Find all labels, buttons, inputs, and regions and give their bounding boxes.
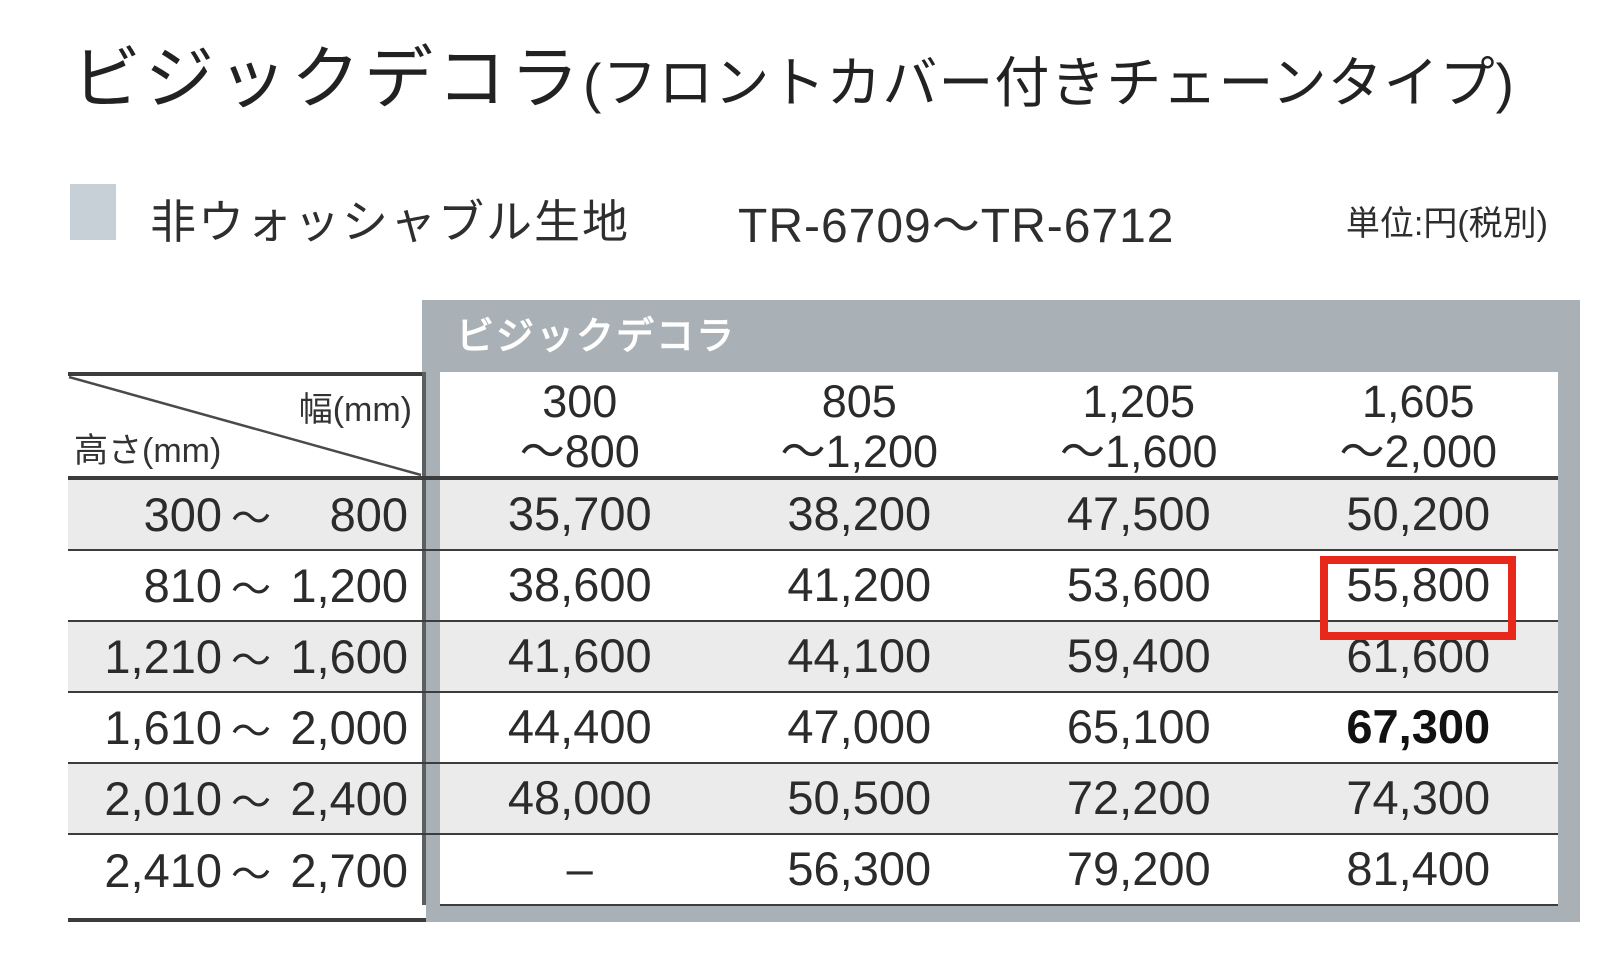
price-cell: 38,200	[719, 480, 999, 549]
table-row: 2,410 ～ 2,700 – 56,300 79,200 81,400	[68, 835, 1580, 906]
price-cell: 81,400	[1278, 835, 1558, 904]
table-body: 300 ～ 800 35,700 38,200 47,500 50,200 81…	[68, 480, 1580, 906]
header-spacer	[422, 372, 440, 476]
price-cell: 50,500	[719, 764, 999, 833]
fabric-code-range: TR-6709～TR-6712	[738, 200, 1175, 253]
row-header-bottom-line	[68, 905, 426, 922]
price-cell: 44,400	[440, 693, 720, 762]
price-cell: 74,300	[1278, 764, 1558, 833]
price-cell: 79,200	[999, 835, 1279, 904]
width-range-headers: 300 ～800 805 ～1,200 1,205 ～1,600 1,605 ～…	[440, 372, 1558, 477]
price-cell: 59,400	[999, 622, 1279, 691]
price-cell: 47,000	[719, 693, 999, 762]
fabric-label: 非ウォッシャブル生地	[150, 196, 630, 248]
price-cell-bold: 67,300	[1278, 693, 1558, 762]
height-range-header: 2,410 ～ 2,700	[68, 835, 422, 906]
subtitle-row: 非ウォッシャブル生地 TR-6709～TR-6712 単位:円(税別)	[70, 182, 1548, 253]
highlight-box	[1320, 556, 1516, 640]
product-type-suffix: (フロントカバー付きチェーンタイプ)	[583, 52, 1515, 114]
table-row: 300 ～ 800 35,700 38,200 47,500 50,200	[68, 480, 1580, 551]
width-range-col-1: 300 ～800	[519, 376, 640, 477]
price-cell: 47,500	[999, 480, 1279, 549]
price-table: ビジックデコラ 幅(mm) 高さ(mm) 300 ～800 805 ～1,200…	[68, 300, 1580, 924]
price-cell: 48,000	[440, 764, 720, 833]
price-cell: 72,200	[999, 764, 1279, 833]
price-cell: 56,300	[719, 835, 999, 904]
table-right-border	[1558, 372, 1580, 922]
table-row: 2,010 ～ 2,400 48,000 50,500 72,200 74,30…	[68, 764, 1580, 835]
height-range-header: 1,610 ～ 2,000	[68, 693, 422, 762]
fabric-color-swatch	[70, 184, 116, 240]
price-cell: 50,200	[1278, 480, 1558, 549]
price-cell: 38,600	[440, 551, 720, 620]
height-range-header: 1,210 ～ 1,600	[68, 622, 422, 691]
price-unit-note: 単位:円(税別)	[1345, 205, 1548, 243]
price-cell: 53,600	[999, 551, 1279, 620]
price-cell: 41,200	[719, 551, 999, 620]
price-cell: 65,100	[999, 693, 1279, 762]
height-axis-label: 高さ(mm)	[74, 432, 222, 470]
price-cell: 41,600	[440, 622, 720, 691]
height-range-header: 300 ～ 800	[68, 480, 422, 549]
product-header-bar: ビジックデコラ	[422, 300, 1580, 372]
table-header-row: 幅(mm) 高さ(mm) 300 ～800 805 ～1,200 1,205 ～…	[68, 372, 1580, 480]
height-range-header: 2,010 ～ 2,400	[68, 764, 422, 833]
page-title: ビジックデコラ(フロントカバー付きチェーンタイプ)	[72, 22, 1515, 122]
table-row: 1,610 ～ 2,000 44,400 47,000 65,100 67,30…	[68, 693, 1580, 764]
diagonal-line	[68, 376, 422, 476]
corner-cell: 幅(mm) 高さ(mm)	[68, 372, 422, 476]
table-row: 810 ～ 1,200 38,600 41,200 53,600 55,800	[68, 551, 1580, 622]
table-bottom-border	[422, 906, 1580, 922]
width-range-col-3: 1,205 ～1,600	[1059, 376, 1218, 477]
price-cell: 35,700	[440, 480, 720, 549]
width-range-col-2: 805 ～1,200	[780, 376, 939, 477]
price-cell: 44,100	[719, 622, 999, 691]
table-column-divider	[422, 372, 442, 922]
width-axis-label: 幅(mm)	[298, 391, 412, 429]
width-range-col-4: 1,605 ～2,000	[1339, 376, 1498, 477]
product-name: ビジックデコラ	[72, 40, 583, 117]
height-range-header: 810 ～ 1,200	[68, 551, 422, 620]
price-cell-empty: –	[440, 835, 720, 904]
table-row: 1,210 ～ 1,600 41,600 44,100 59,400 61,60…	[68, 622, 1580, 693]
